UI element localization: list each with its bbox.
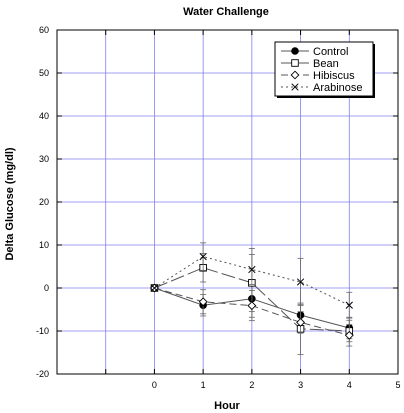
- y-tick-label: -20: [36, 369, 49, 379]
- y-tick-label: 30: [39, 154, 49, 164]
- data-point: [344, 330, 354, 340]
- data-point: [345, 301, 353, 309]
- chart-title: Water Challenge: [183, 6, 269, 18]
- series-group: [149, 242, 354, 356]
- x-tick-label: 4: [347, 380, 352, 390]
- x-tick-label: 0: [152, 380, 157, 390]
- data-point: [247, 301, 257, 311]
- y-tick-label: 40: [39, 111, 49, 121]
- y-tick-label: 0: [44, 283, 49, 293]
- legend-label-bean: Bean: [313, 58, 339, 70]
- data-point: [199, 252, 207, 261]
- y-tick-label: -10: [36, 326, 49, 336]
- legend-label-arabinose: Arabinose: [313, 82, 363, 94]
- series-line: [154, 256, 350, 306]
- data-point: [198, 297, 208, 307]
- x-axis-title: Hour: [214, 400, 240, 412]
- legend-label-control: Control: [313, 46, 348, 58]
- x-tick-label: 1: [201, 380, 206, 390]
- data-point: [296, 317, 306, 327]
- axis-ticks: -20 -10 0 10 20 30 40 50 60 0 1 2 3 4 5: [36, 25, 401, 390]
- legend-marker-control: [291, 47, 299, 55]
- x-tick-label: 2: [249, 380, 254, 390]
- series-arabinose: [150, 242, 353, 319]
- legend-label-hibiscus: Hibiscus: [313, 70, 355, 82]
- x-tick-label: 3: [298, 380, 303, 390]
- y-tick-label: 20: [39, 197, 49, 207]
- legend-marker-bean: [291, 59, 299, 67]
- legend-marker-hibiscus: [290, 70, 300, 80]
- x-tick-label: 5: [395, 380, 400, 390]
- y-axis-title: Delta Glucose (mg/dl): [4, 147, 16, 260]
- data-point: [150, 284, 159, 292]
- y-tick-label: 10: [39, 240, 49, 250]
- legend-marker-arabinose: [291, 83, 299, 91]
- y-tick-label: 50: [39, 68, 49, 78]
- data-point: [296, 278, 305, 286]
- data-point: [248, 265, 256, 274]
- y-tick-label: 60: [39, 25, 49, 35]
